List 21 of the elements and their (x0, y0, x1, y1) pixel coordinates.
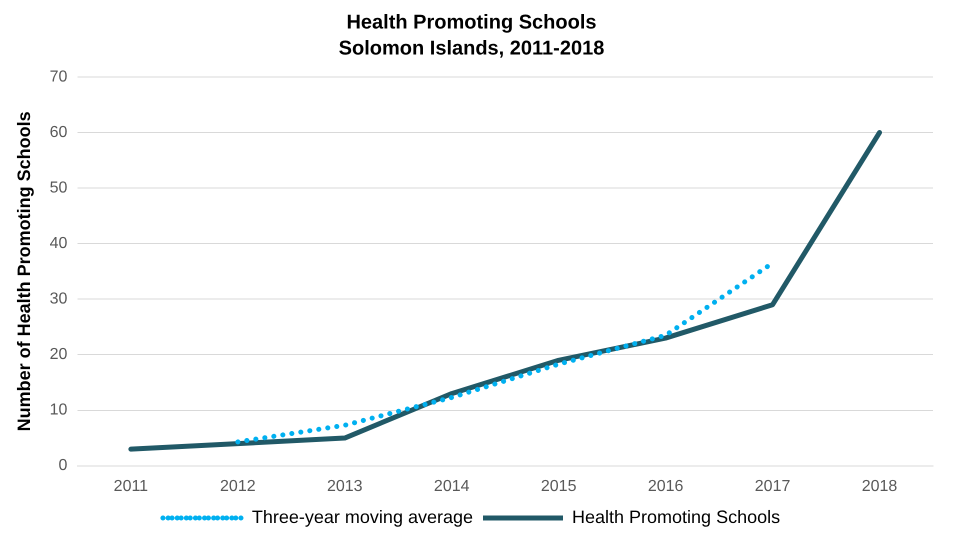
x-tick-label: 2013 (326, 478, 363, 495)
y-tick-label: 70 (50, 68, 68, 86)
y-tick-label: 50 (50, 179, 68, 196)
chart-subtitle: Solomon Islands, 2011-2018 (338, 38, 604, 60)
x-tick-label: 2016 (648, 478, 684, 495)
y-tick-label: 0 (58, 457, 68, 474)
legend-label: Health Promoting Schools (572, 506, 780, 527)
legend-label: Three-year moving average (252, 506, 473, 527)
chart-title: Health Promoting Schools (346, 12, 597, 34)
x-tick-label: 2018 (862, 478, 898, 495)
y-axis-title: Number of Health Promoting Schools (14, 111, 34, 432)
y-tick-label: 40 (50, 235, 68, 252)
y-tick-label: 10 (50, 402, 68, 419)
x-tick-label: 2014 (434, 478, 470, 495)
y-tick-label: 60 (50, 124, 68, 141)
x-tick-label: 2011 (114, 478, 148, 495)
y-tick-label: 30 (50, 290, 68, 308)
x-tick-label: 2015 (540, 478, 577, 495)
x-tick-label: 2017 (754, 478, 790, 495)
x-tick-label: 2012 (220, 478, 256, 495)
y-tick-label: 20 (50, 346, 68, 364)
